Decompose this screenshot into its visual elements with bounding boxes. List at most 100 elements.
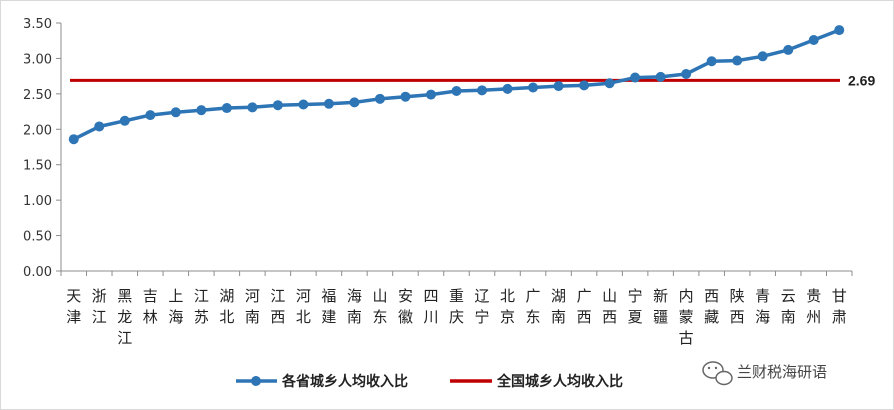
y-tick-label: 0.00 <box>23 265 52 280</box>
x-tick-char: 疆 <box>653 308 668 326</box>
data-point <box>170 107 181 118</box>
x-tick-char: 京 <box>500 308 515 326</box>
x-tick-char: 苏 <box>194 308 209 326</box>
x-tick-char: 甘 <box>832 287 847 305</box>
data-point <box>681 69 692 80</box>
data-point <box>451 86 462 97</box>
x-tick-label: 天津天津 <box>66 287 81 326</box>
x-tick-char: 山 <box>372 287 387 305</box>
x-tick-char: 重 <box>449 287 464 305</box>
data-point <box>145 110 156 121</box>
x-tick-char: 林 <box>143 308 158 326</box>
legend-label-national: 全国城乡人均收入比 <box>496 373 623 390</box>
x-tick-char: 海 <box>168 308 183 326</box>
x-tick-label: 北京北京 <box>500 287 515 326</box>
x-tick-char: 安 <box>398 287 413 305</box>
national-average-label: 2.69 <box>848 72 875 88</box>
x-tick-char: 东 <box>526 308 541 326</box>
x-tick-char: 海 <box>347 287 362 305</box>
x-tick-char: 贵 <box>806 287 821 305</box>
y-tick-label: 2.50 <box>23 88 52 103</box>
data-point <box>808 35 819 46</box>
x-tick-char: 青 <box>755 287 770 305</box>
x-tick-char: 南 <box>551 308 566 326</box>
x-tick-label: 山西山西 <box>602 287 617 326</box>
x-tick-label: 江西江西 <box>270 287 285 326</box>
x-tick-char: 福 <box>321 287 336 305</box>
x-tick-char: 江 <box>117 329 132 347</box>
x-tick-label: 新疆新疆 <box>653 287 668 326</box>
x-tick-char: 庆 <box>449 308 464 326</box>
x-tick-char: 南 <box>347 308 362 326</box>
data-point <box>196 105 207 116</box>
x-tick-char: 北 <box>219 308 234 326</box>
data-point <box>272 100 283 111</box>
legend: 各省城乡人均收入比 全国城乡人均收入比 <box>236 373 623 390</box>
x-tick-char: 四 <box>423 287 438 305</box>
data-point <box>604 78 615 89</box>
x-axis: 天津天津浙江浙江黑龙江黑龙江吉林吉林上海上海江苏江苏湖北湖北河南河南江西江西河北… <box>60 270 853 347</box>
data-point <box>834 25 845 36</box>
x-tick-label: 广西广西 <box>577 287 592 326</box>
y-axis: 0.00 0.50 1.00 1.50 2.00 2.50 3.00 3.50 <box>23 17 62 280</box>
x-tick-char: 江 <box>270 287 285 305</box>
data-point <box>502 83 513 94</box>
data-point <box>528 82 539 93</box>
x-tick-char: 东 <box>372 308 387 326</box>
x-tick-label: 广东广东 <box>526 287 541 326</box>
data-point <box>323 98 334 109</box>
x-tick-char: 古 <box>679 329 694 347</box>
data-point <box>68 134 79 145</box>
x-tick-char: 藏 <box>704 308 719 326</box>
x-tick-char: 湖 <box>551 287 566 305</box>
x-tick-char: 南 <box>245 308 260 326</box>
x-tick-label: 云南云南 <box>781 287 796 326</box>
x-tick-char: 云 <box>781 287 796 305</box>
x-tick-label: 西藏西藏 <box>704 287 719 326</box>
x-tick-char: 江 <box>194 287 209 305</box>
x-tick-label: 宁夏宁夏 <box>628 287 643 326</box>
x-tick-char: 西 <box>270 308 285 326</box>
x-tick-char: 肃 <box>832 308 847 326</box>
x-tick-char: 西 <box>577 308 592 326</box>
data-point <box>757 51 768 62</box>
x-tick-char: 蒙 <box>679 308 694 326</box>
data-point <box>732 55 743 66</box>
x-tick-char: 北 <box>500 287 515 305</box>
x-tick-char: 新 <box>653 287 668 305</box>
x-tick-label: 青海青海 <box>755 287 770 326</box>
x-tick-char: 龙 <box>117 308 132 326</box>
x-tick-label: 内蒙古内蒙古 <box>679 287 694 347</box>
x-tick-label: 四川四川 <box>423 287 438 326</box>
data-point <box>706 56 717 67</box>
x-tick-char: 内 <box>679 287 694 305</box>
data-point <box>553 81 564 92</box>
data-point <box>119 115 130 126</box>
x-tick-char: 广 <box>577 287 592 305</box>
x-tick-label: 湖北湖北 <box>219 287 234 326</box>
x-tick-char: 州 <box>806 308 821 326</box>
data-point <box>221 103 232 114</box>
wechat-icon <box>702 361 733 386</box>
x-tick-label: 海南海南 <box>347 287 362 326</box>
x-tick-label: 贵州贵州 <box>806 287 821 326</box>
x-tick-char: 天 <box>66 287 81 305</box>
data-point <box>630 72 641 83</box>
x-tick-char: 河 <box>245 287 260 305</box>
x-tick-char: 吉 <box>143 287 158 305</box>
x-tick-label: 陕西陕西 <box>730 287 745 326</box>
y-tick-label: 1.50 <box>23 159 52 174</box>
data-point <box>783 44 794 55</box>
x-tick-char: 上 <box>168 287 183 305</box>
data-point <box>374 93 385 104</box>
x-tick-char: 西 <box>704 287 719 305</box>
x-tick-label: 河北河北 <box>296 287 311 326</box>
x-tick-char: 宁 <box>475 308 490 326</box>
x-tick-label: 江苏江苏 <box>194 287 209 326</box>
watermark-text: 兰财税海研语 <box>737 363 827 381</box>
x-tick-label: 河南河南 <box>245 287 260 326</box>
x-tick-char: 西 <box>730 308 745 326</box>
x-tick-char: 西 <box>602 308 617 326</box>
